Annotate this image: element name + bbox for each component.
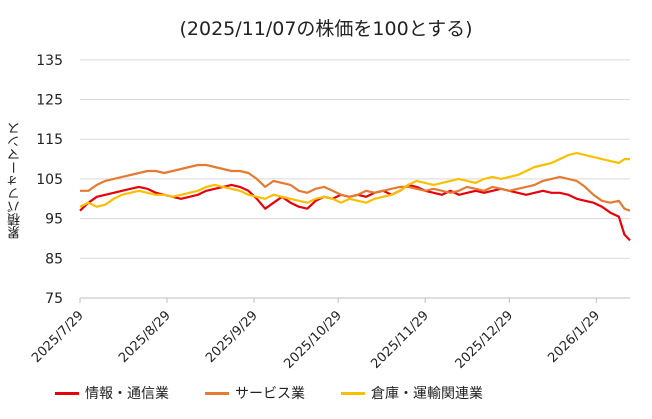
legend-item-info-comm: 情報・通信業 [55, 383, 169, 403]
legend-item-warehouse-transport: 倉庫・運輸関連業 [341, 383, 483, 403]
series-lines [79, 152, 631, 242]
series-line-2 [79, 152, 630, 208]
legend-swatch [55, 391, 79, 395]
legend-label: サービス業 [235, 386, 305, 402]
y-tick-label: 105 [36, 172, 63, 188]
y-tick-label: 135 [36, 53, 63, 69]
x-tick-label: 2026/1/29 [545, 308, 603, 366]
x-tick-label: 2025/9/29 [203, 308, 261, 366]
y-tick-labels: 75 85 95 105 115 125 135 [36, 53, 63, 307]
legend: 情報・通信業 サービス業 倉庫・運輸関連業 [55, 382, 635, 404]
x-tick-label: 2025/10/29 [281, 308, 345, 372]
series-line-0 [79, 183, 631, 242]
legend-item-services: サービス業 [205, 383, 305, 403]
x-tick-label: 2025/7/29 [29, 308, 87, 366]
y-tick-label: 75 [45, 291, 63, 307]
y-tick-label: 125 [36, 93, 63, 109]
y-tick-label: 95 [45, 212, 63, 228]
legend-label: 情報・通信業 [85, 386, 169, 402]
x-tick-label: 2025/11/29 [368, 308, 432, 372]
series-line-1 [80, 163, 631, 212]
x-tick-label: 2025/8/29 [116, 308, 174, 366]
legend-swatch [341, 391, 365, 395]
chart-title: (2025/11/07の株価を100とする) [179, 18, 473, 40]
legend-label: 倉庫・運輸関連業 [371, 386, 483, 402]
x-tick-labels: 2025/7/29 2025/8/29 2025/9/29 2025/10/29 202… [29, 308, 603, 372]
y-tick-label: 85 [45, 251, 63, 267]
x-tick-label: 2025/12/29 [453, 308, 517, 372]
grid-lines [79, 59, 630, 303]
legend-swatch [205, 391, 229, 395]
y-tick-label: 115 [36, 132, 63, 148]
